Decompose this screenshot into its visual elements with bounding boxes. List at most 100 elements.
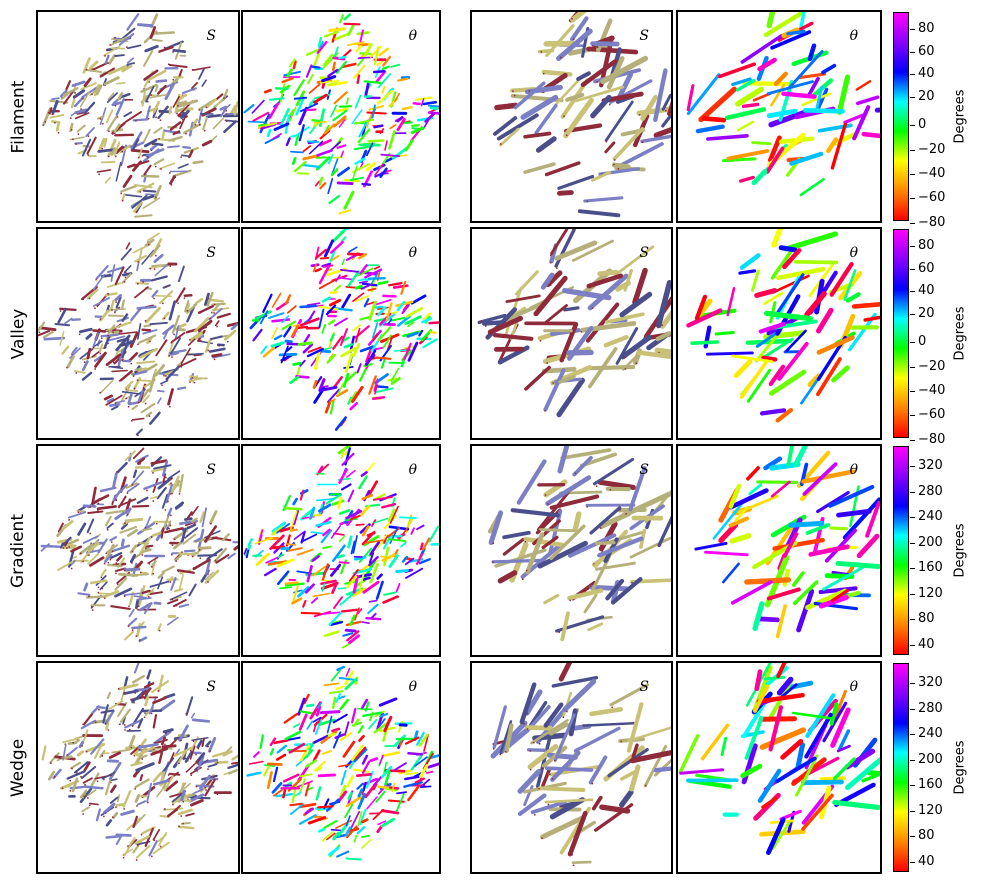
s-streak (99, 343, 104, 353)
s-streak (147, 232, 160, 242)
s-streak (156, 486, 167, 500)
s-streak (96, 505, 117, 511)
s-streak (583, 593, 598, 614)
theta-streak (856, 533, 880, 559)
pixel-dot (159, 111, 161, 113)
s-streak (199, 511, 205, 524)
theta-streak (263, 88, 272, 94)
pixel-dot (133, 701, 135, 704)
pixel-dot (541, 837, 543, 839)
s-streak (216, 312, 231, 319)
pixel-dot (101, 755, 103, 757)
theta-streak (782, 248, 802, 270)
pixel-dot (173, 333, 175, 336)
s-streak (167, 598, 179, 605)
s-streak (562, 678, 597, 713)
theta-streak (298, 814, 317, 825)
theta-streak (686, 308, 723, 328)
s-streak (212, 536, 232, 542)
theta-streak (281, 77, 294, 84)
theta-streak (397, 720, 404, 733)
pixel-dot (122, 856, 125, 859)
s-tag: S (639, 679, 649, 695)
theta-streak (301, 163, 321, 169)
s-streak (145, 411, 153, 418)
pixel-dot (163, 46, 166, 49)
s-streak (152, 771, 163, 783)
theta-tag: θ (849, 28, 858, 44)
theta-streak (318, 176, 324, 186)
theta-streak (832, 132, 857, 146)
theta-streak (355, 327, 361, 343)
pixel-dot (539, 150, 541, 152)
theta-streak (289, 106, 297, 121)
theta-streak (728, 483, 742, 509)
pixel-dot (101, 147, 103, 150)
s-streak (127, 352, 139, 363)
theta-streak (327, 82, 338, 87)
s-streak (176, 749, 188, 765)
s-tag: S (639, 462, 649, 478)
theta-streak (312, 49, 322, 69)
theta-streak (353, 145, 374, 151)
theta-streak (346, 575, 358, 589)
s-streak (108, 54, 117, 65)
s-streak (124, 193, 143, 198)
s-streak (190, 82, 199, 90)
s-streak (155, 339, 168, 357)
pixel-dot (155, 254, 157, 257)
s-streak (545, 270, 563, 288)
theta-streak (344, 677, 358, 691)
theta-streak (312, 592, 331, 598)
s-streak (147, 69, 167, 82)
theta-streak (407, 785, 420, 802)
theta-streak (718, 522, 739, 543)
s-streak (92, 273, 106, 291)
theta-streak (378, 726, 396, 733)
s-streak (657, 515, 671, 548)
pixel-dot (95, 721, 97, 723)
pixel-dot (128, 605, 130, 607)
s-streak (494, 102, 519, 111)
s-streak (215, 553, 230, 564)
s-streak (41, 745, 47, 761)
theta-streak (698, 86, 737, 123)
s-streak (212, 751, 226, 758)
s-streak (74, 761, 89, 774)
theta-streak (325, 304, 337, 316)
theta-streak (330, 104, 338, 118)
pixel-dot (121, 150, 123, 153)
theta-streak (341, 643, 350, 649)
theta-streak (420, 778, 431, 788)
theta-streak (331, 168, 339, 177)
row-label-gradient: Gradient (0, 444, 36, 657)
s-streak (44, 112, 50, 122)
s-streak (558, 374, 576, 384)
s-streak (491, 558, 545, 564)
pixel-dot (149, 267, 152, 270)
theta-streak (384, 770, 391, 786)
s-streak (504, 723, 514, 753)
s-streak (569, 16, 589, 42)
pixel-dot (107, 342, 109, 345)
colorbar-tick (910, 734, 915, 735)
pixel-dot (187, 798, 189, 801)
pixel-dot (111, 309, 113, 311)
colorbar-tick (910, 645, 915, 646)
pixel-dot (574, 472, 577, 475)
pixel-dot (137, 726, 140, 728)
theta-streak (317, 465, 324, 474)
s-streak (105, 509, 126, 515)
colorbar-tick-label: 40 (918, 637, 935, 652)
pixel-dot (572, 864, 575, 866)
pixel-dot (91, 606, 93, 608)
pixel-dot (149, 593, 152, 595)
s-streak (57, 560, 74, 571)
pixel-dot (123, 281, 126, 283)
s-streak (550, 750, 581, 782)
theta-streak (361, 838, 372, 849)
pixel-dot (116, 116, 119, 118)
theta-streak (340, 448, 346, 459)
theta-streak (322, 60, 331, 69)
pixel-dot (112, 331, 114, 334)
